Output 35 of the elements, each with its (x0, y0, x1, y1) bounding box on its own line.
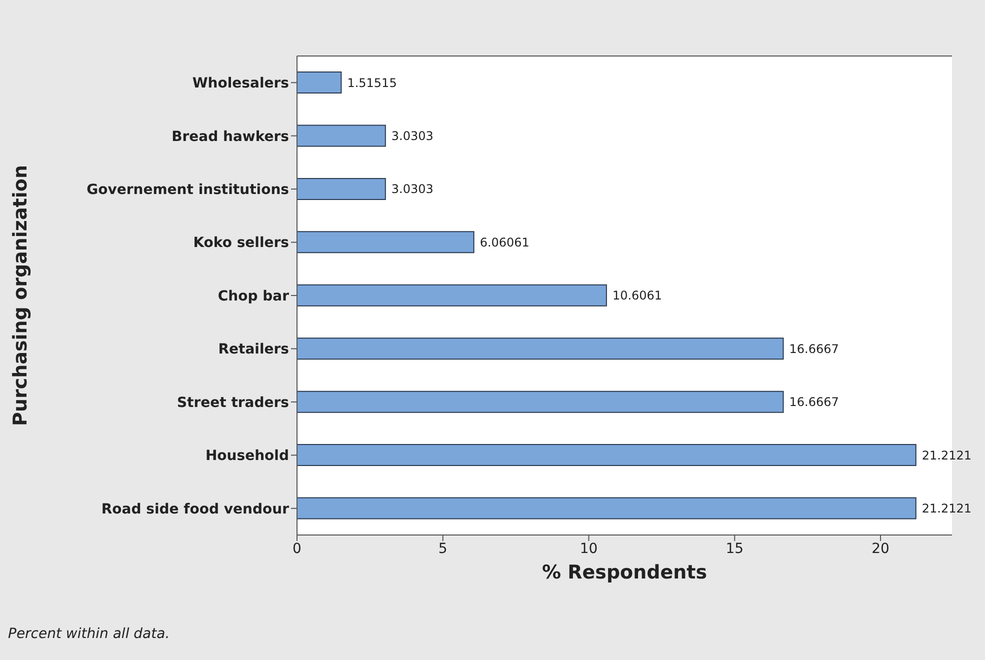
y-tick-label: Road side food vendour (101, 501, 290, 518)
data-label: 10.6061 (612, 288, 662, 303)
y-tick-label: Household (205, 448, 289, 464)
data-label: 3.0303 (391, 128, 434, 143)
bar (297, 284, 607, 306)
x-tick-label: 0 (292, 540, 302, 557)
y-tick-label: Bread hawkers (172, 128, 289, 145)
x-axis-title: % Respondents (542, 561, 708, 584)
bar (297, 124, 386, 147)
data-label: 21.2121 (922, 502, 972, 516)
y-tick-label: Retailers (218, 342, 289, 358)
data-label: 1.51515 (347, 76, 397, 90)
x-tick-label: 15 (726, 540, 744, 557)
x-tick-label: 5 (438, 540, 448, 557)
data-label: 16.6667 (789, 395, 839, 410)
data-label: 6.06061 (480, 235, 530, 250)
bar (297, 178, 386, 200)
y-tick-label: Wholesalers (192, 76, 289, 92)
y-tick-label: Chop bar (218, 288, 290, 304)
bar (297, 231, 474, 254)
y-tick-label: Governement institutions (86, 182, 289, 198)
data-label: 3.0303 (391, 182, 434, 196)
bar (297, 72, 342, 94)
data-label: 16.6667 (789, 342, 839, 356)
bar (297, 497, 916, 520)
y-tick-label: Street traders (176, 394, 289, 411)
y-tick-label: Koko sellers (193, 235, 289, 252)
bar (297, 390, 784, 413)
bar (297, 338, 784, 360)
x-tick-label: 10 (580, 540, 598, 557)
data-label: 21.2121 (922, 448, 972, 462)
x-tick-label: 20 (872, 540, 890, 557)
y-axis-title: Purchasing organization (10, 165, 32, 426)
text: Percent within all data. (8, 626, 170, 642)
bar (297, 444, 916, 466)
